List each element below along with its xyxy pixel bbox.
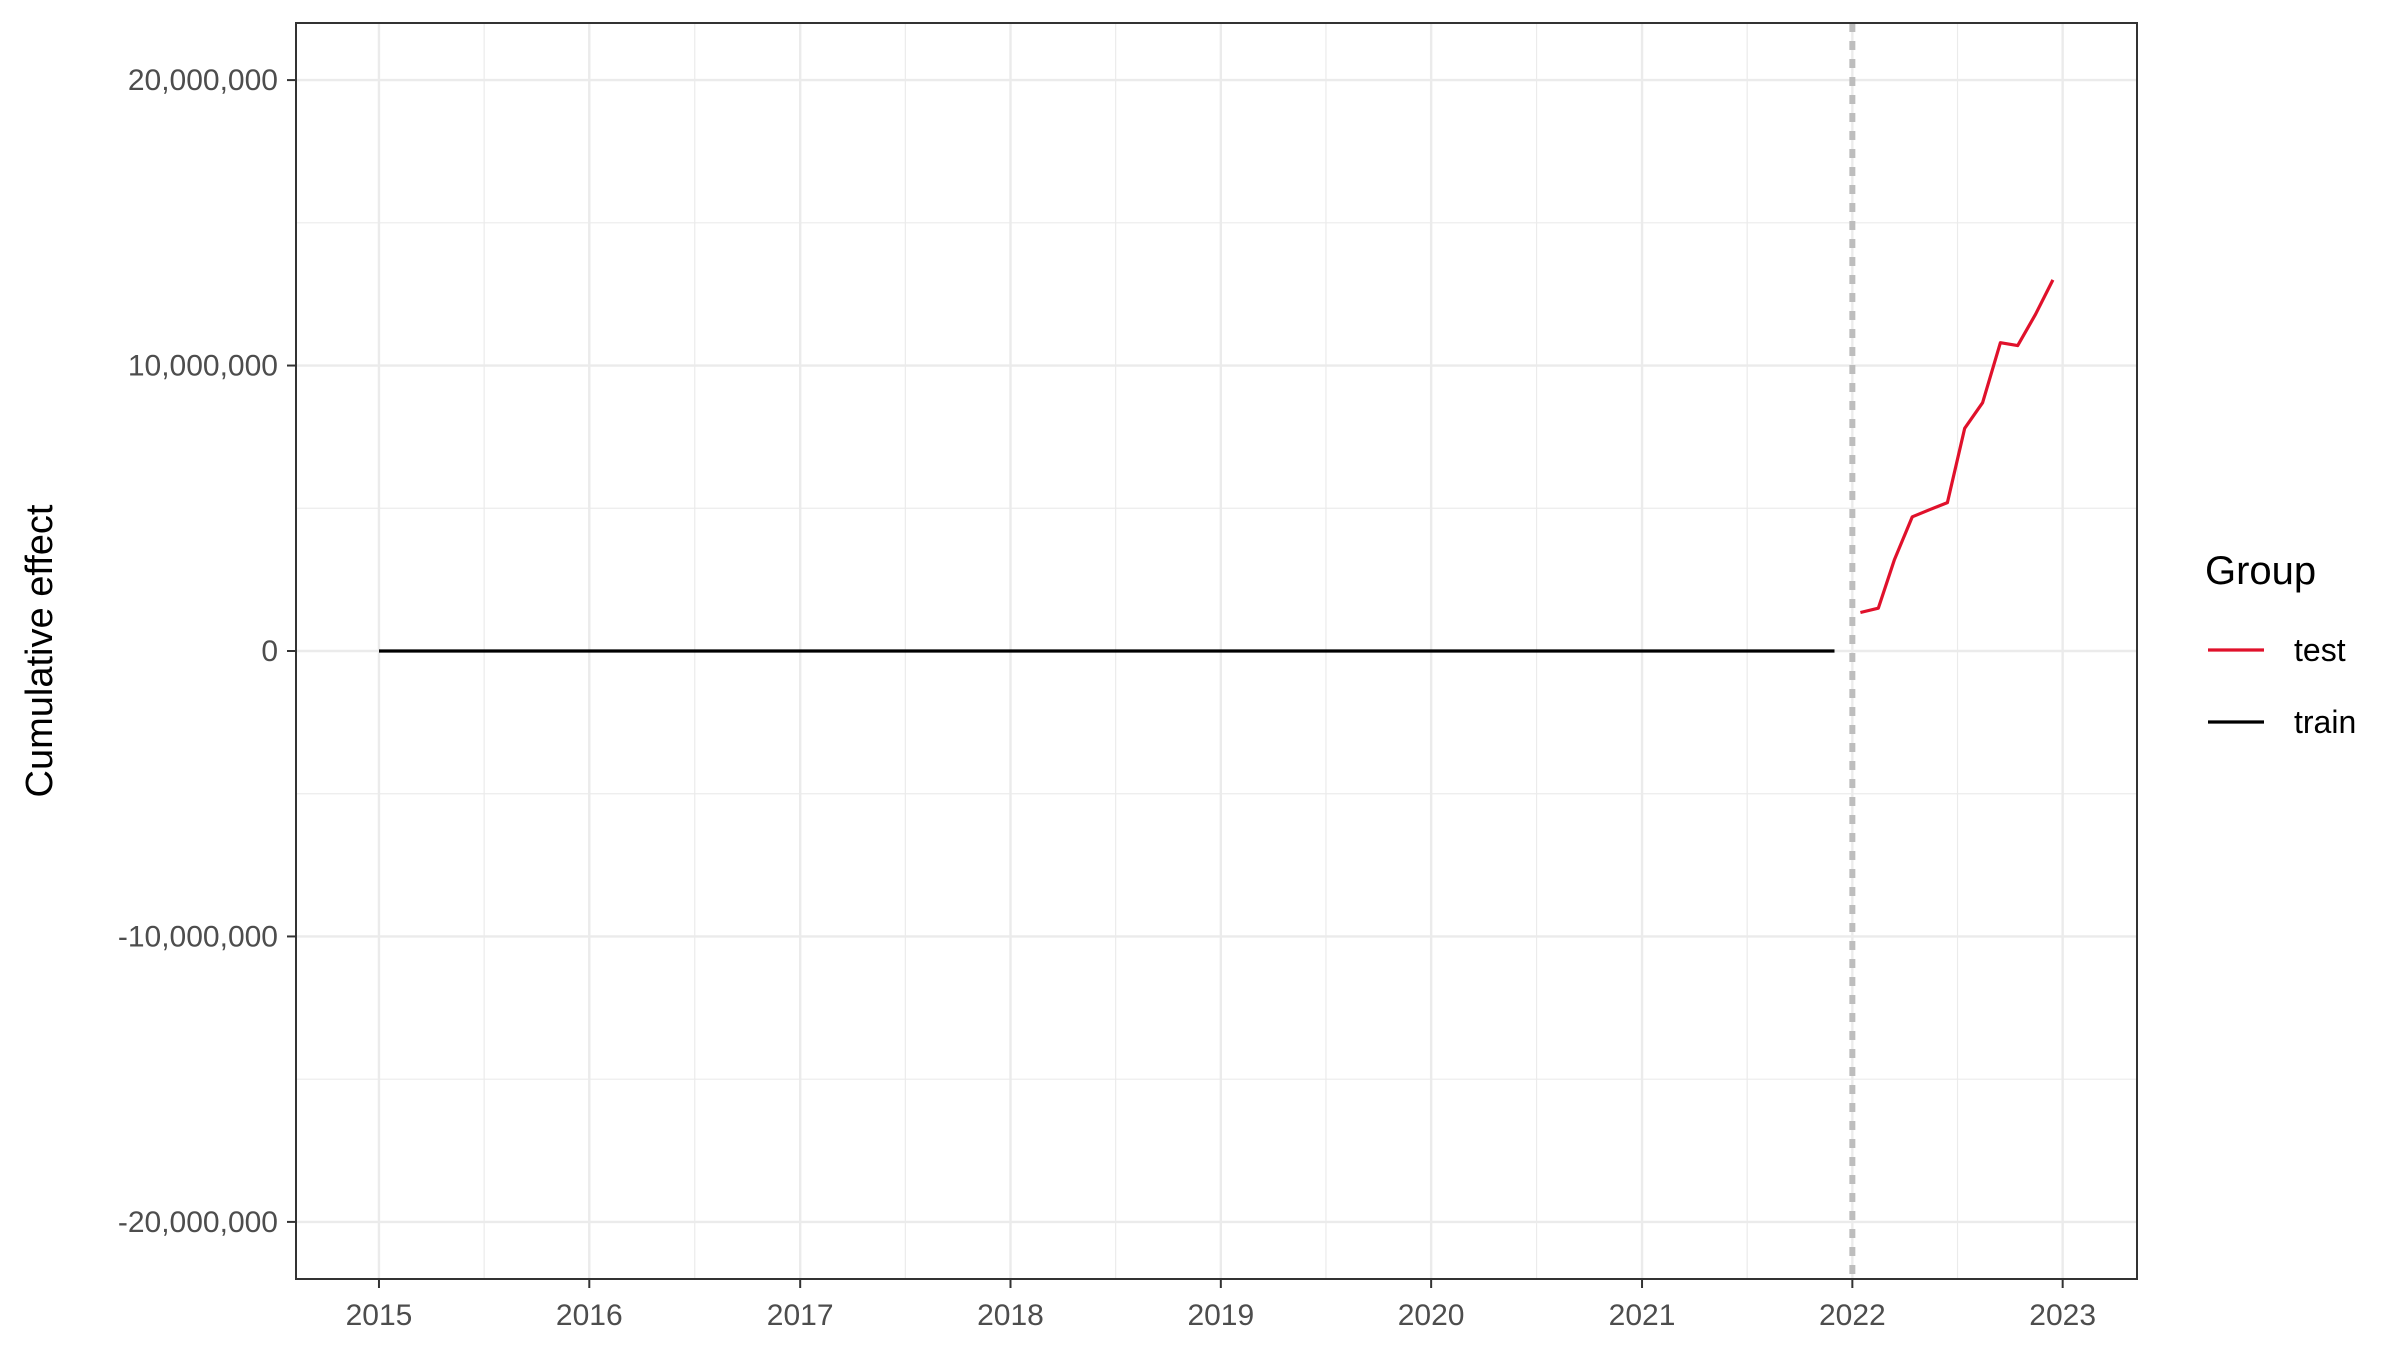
x-tick-label: 2020 — [1398, 1299, 1465, 1332]
series-lines — [379, 279, 2055, 653]
y-tick-label: -20,000,000 — [118, 1206, 278, 1239]
y-tick-label: 0 — [261, 635, 278, 668]
x-tick-label: 2015 — [346, 1299, 413, 1332]
x-tick-label: 2023 — [2029, 1299, 2096, 1332]
y-tick-label: -10,000,000 — [118, 920, 278, 953]
x-tick-label: 2019 — [1187, 1299, 1254, 1332]
legend-label-train: train — [2294, 704, 2356, 740]
y-axis-title: Cumulative effect — [19, 504, 61, 797]
x-tick-label: 2021 — [1609, 1299, 1676, 1332]
x-axis: 2015 2016 2017 2018 2019 2020 2021 2022 2023 — [346, 1279, 2096, 1332]
x-tick-label: 2016 — [556, 1299, 623, 1332]
legend-title: Group — [2205, 549, 2316, 593]
legend: Group test train — [2205, 549, 2356, 740]
x-tick-label: 2017 — [767, 1299, 834, 1332]
y-tick-label: 20,000,000 — [128, 64, 278, 97]
x-tick-label: 2022 — [1819, 1299, 1886, 1332]
x-tick-label: 2018 — [977, 1299, 1044, 1332]
y-tick-label: 10,000,000 — [128, 350, 278, 383]
series-line-test — [1860, 279, 2055, 615]
y-axis: 20,000,000 10,000,000 0 -10,000,000 -20,000,… — [118, 64, 296, 1239]
legend-label-test: test — [2294, 632, 2346, 668]
